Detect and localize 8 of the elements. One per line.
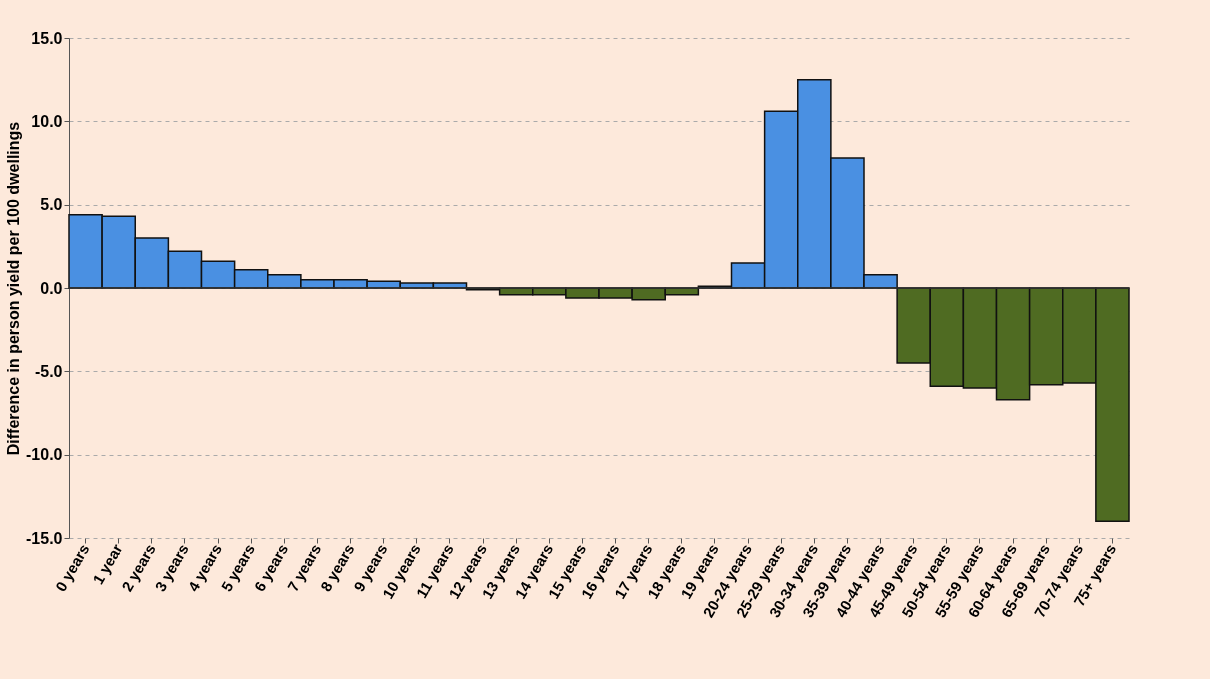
- y-tick-label: 5.0: [40, 196, 63, 214]
- y-tick-label: 15.0: [31, 29, 63, 47]
- y-tick-label: 10.0: [31, 112, 63, 130]
- y-tick-label: -10.0: [26, 446, 63, 464]
- y-axis-title: Difference in person yield per 100 dwellings: [5, 121, 23, 456]
- y-tick-label: -15.0: [26, 529, 63, 547]
- y-tick-label: 0.0: [40, 279, 63, 297]
- y-tick-label: -5.0: [34, 362, 63, 380]
